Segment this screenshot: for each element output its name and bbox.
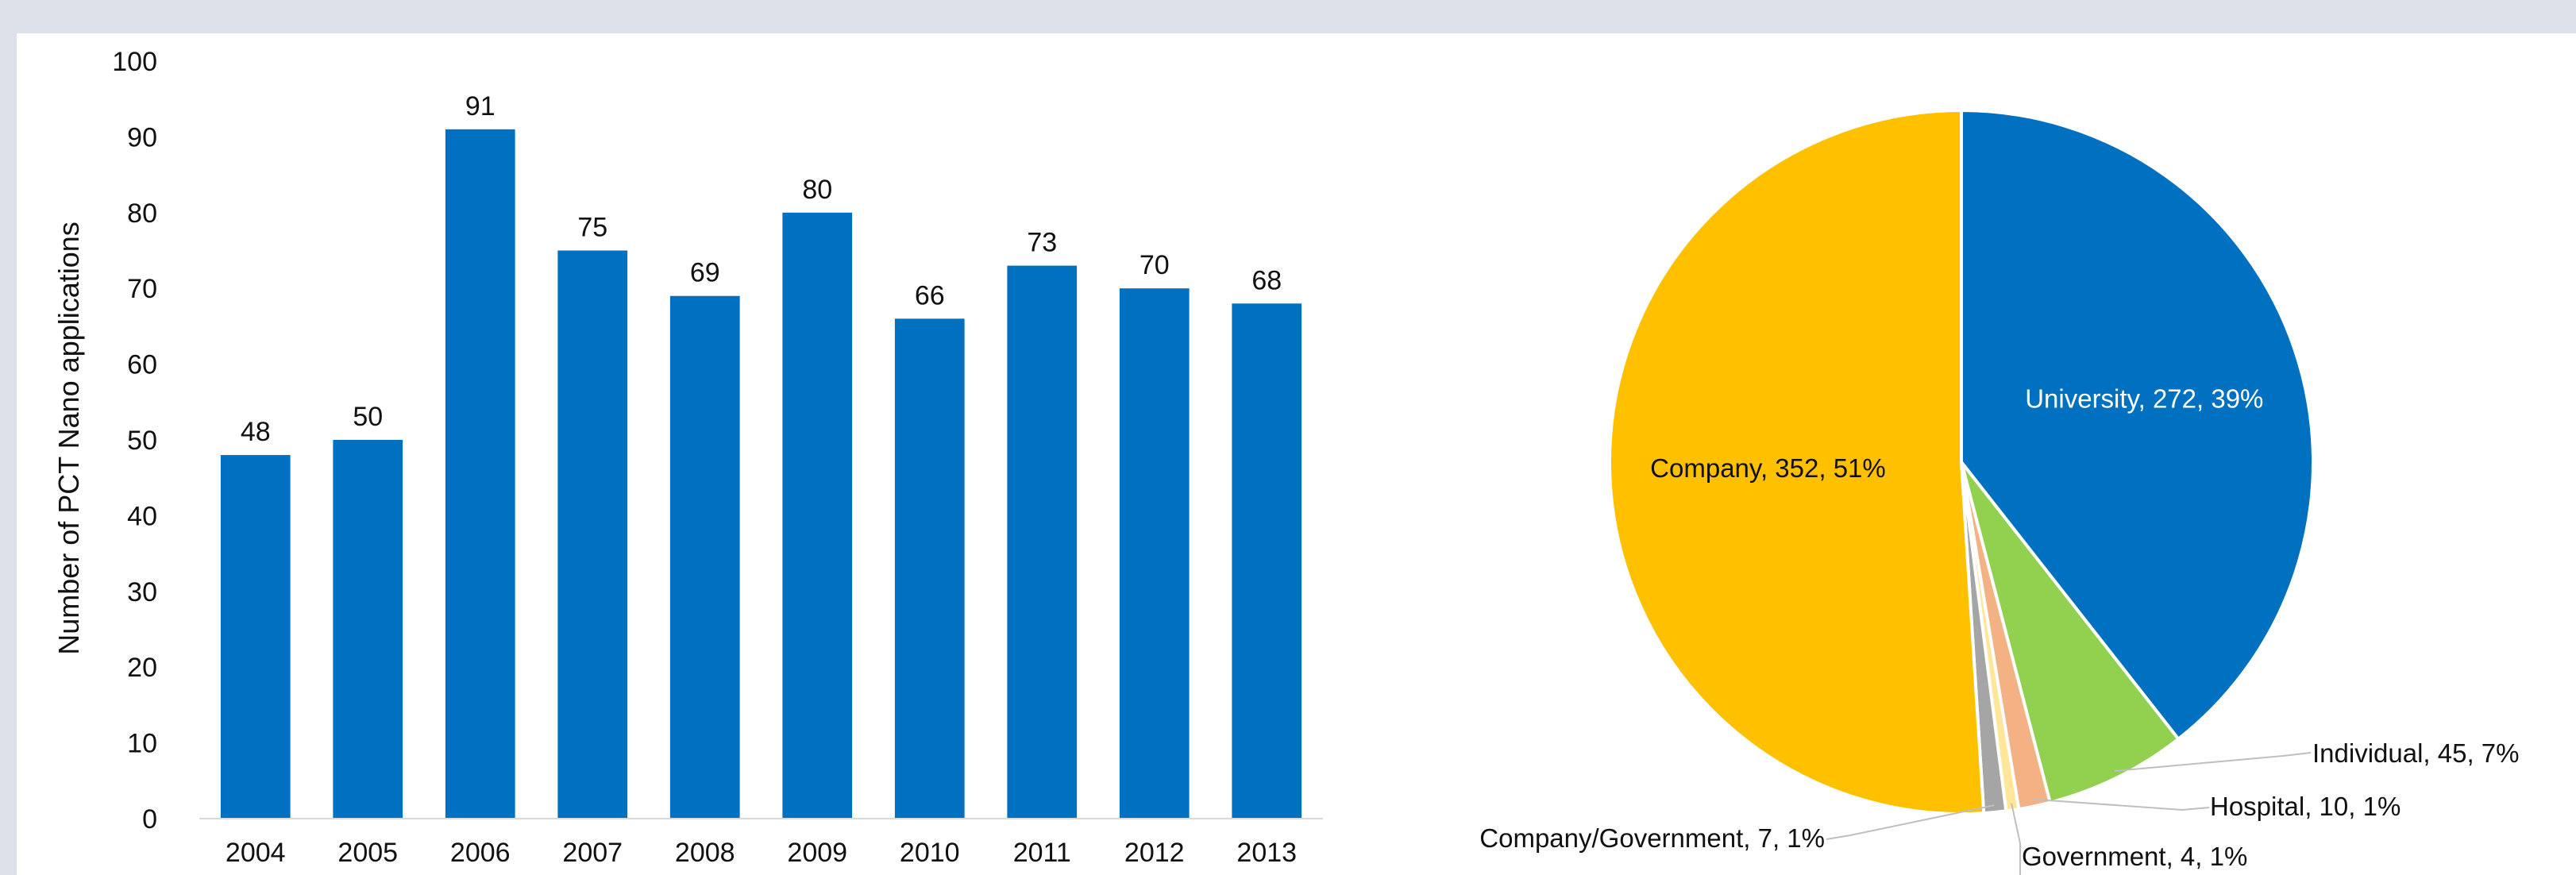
pie-slice-label: Individual, 45, 7%: [2312, 738, 2520, 768]
y-tick-label: 20: [127, 653, 157, 683]
bar-2012: [1119, 288, 1190, 819]
y-tick-label: 70: [127, 274, 157, 304]
pie-leader-line: [2114, 752, 2312, 773]
pie-slice-company: [1608, 108, 1986, 815]
pie-slice-label: Company, 352, 51%: [1650, 453, 1886, 483]
bar-data-label: 75: [577, 213, 607, 243]
bar-data-labels: 48 50 91 75 69 80 66 73 70 68: [241, 91, 1282, 447]
pie-slice-label: University, 272, 39%: [2025, 384, 2263, 414]
y-tick-label: 80: [127, 199, 157, 229]
y-axis-title: Number of PCT Nano applications: [52, 222, 85, 655]
bar-data-label: 73: [1027, 228, 1057, 258]
y-axis-ticks: 0 10 20 30 40 50 60 70 80 90 100: [112, 47, 157, 835]
y-tick-label: 60: [127, 350, 157, 380]
pie-leader-line: [2011, 803, 2021, 875]
y-tick-label: 50: [127, 426, 157, 456]
pie-slice-label: Hospital, 10, 1%: [2210, 792, 2401, 821]
pie-chart-panel: University, 272, 39% Individual, 45, 7% Ho…: [1326, 33, 2576, 875]
y-tick-label: 10: [127, 729, 157, 759]
y-tick-label: 30: [127, 577, 157, 607]
x-tick-label: 2007: [562, 838, 623, 868]
pie-leader-line: [2033, 798, 2210, 811]
x-axis-ticks: 2004 2005 2006 2007 2008 2009 2010 2011 2012 2013: [226, 838, 1297, 868]
bar-data-label: 50: [353, 402, 383, 432]
bar-2011: [1007, 265, 1078, 819]
bar-2010: [894, 318, 965, 819]
y-axis-title-group: Number of PCT Nano applications: [52, 222, 85, 655]
bar-data-label: 70: [1140, 250, 1170, 280]
bar-series: [220, 129, 1302, 819]
pie-slice-label: Government, 4, 1%: [2022, 842, 2247, 871]
x-tick-label: 2010: [900, 838, 960, 868]
pie-leader-line: [1826, 804, 1995, 840]
bar-chart-panel: Number of PCT Nano applications 0 10 20 30 4…: [17, 33, 1326, 875]
bar-data-label: 48: [241, 417, 271, 447]
x-tick-label: 2004: [226, 838, 286, 868]
pie-slice-label: Company/Government, 7, 1%: [1479, 823, 1825, 853]
bar-data-label: 68: [1251, 265, 1282, 295]
bar-2008: [669, 295, 740, 819]
pie-slice-university: [1960, 108, 2316, 742]
bar-2009: [782, 212, 853, 819]
bar-data-label: 69: [690, 258, 720, 288]
bar-2013: [1232, 303, 1302, 819]
bar-2005: [333, 440, 403, 819]
x-tick-label: 2006: [450, 838, 511, 868]
x-tick-label: 2009: [787, 838, 847, 868]
bar-data-label: 91: [465, 91, 496, 121]
bar-data-label: 80: [802, 175, 832, 205]
bar-2006: [445, 129, 515, 819]
pie-leader-lines: [1826, 752, 2312, 875]
x-tick-label: 2013: [1236, 838, 1297, 868]
y-tick-label: 100: [112, 47, 157, 77]
y-tick-label: 40: [127, 501, 157, 531]
y-tick-label: 0: [142, 804, 157, 835]
pie-chart: University, 272, 39% Individual, 45, 7% Ho…: [1479, 108, 2520, 875]
pie-labels: University, 272, 39% Individual, 45, 7% Ho…: [1479, 384, 2519, 871]
x-tick-label: 2005: [337, 838, 398, 868]
bar-chart: Number of PCT Nano applications 0 10 20 30 4…: [52, 47, 1323, 868]
bar-2004: [220, 455, 291, 819]
x-tick-label: 2012: [1124, 838, 1185, 868]
x-tick-label: 2008: [675, 838, 735, 868]
bar-data-label: 66: [915, 280, 945, 310]
x-tick-label: 2011: [1013, 838, 1071, 868]
bar-2007: [557, 250, 628, 819]
y-tick-label: 90: [127, 122, 157, 152]
